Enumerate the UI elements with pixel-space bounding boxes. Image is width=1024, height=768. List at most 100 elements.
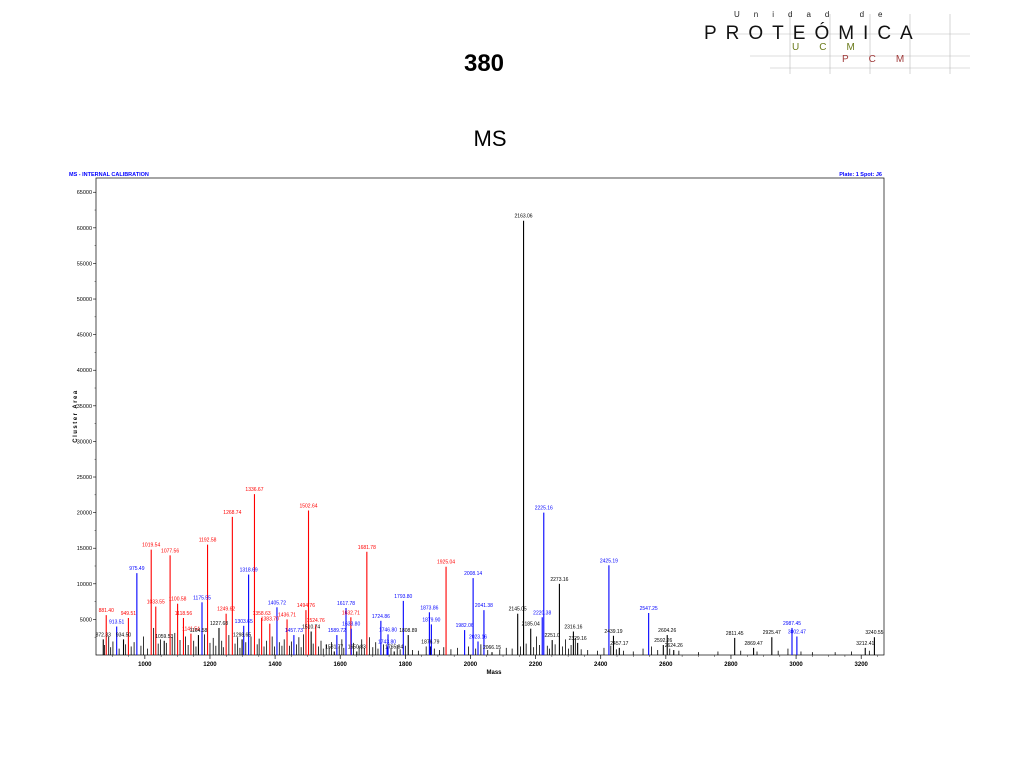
peak-label: 1358.63 <box>253 611 271 617</box>
peak-label: 2220.38 <box>533 610 551 616</box>
x-tick-label: 2800 <box>724 662 738 668</box>
peak-label: 1298.65 <box>233 632 251 638</box>
chart-title: MS - INTERNAL CALIBRATION <box>69 172 149 178</box>
peak-label: 2425.19 <box>600 558 618 564</box>
peak-label: 1164.58 <box>190 628 208 634</box>
peak-label: 1879.90 <box>422 617 440 623</box>
peak-label: 1268.74 <box>223 510 241 516</box>
y-tick-label: 60000 <box>77 226 92 232</box>
peak-label: 1925.04 <box>437 560 455 566</box>
y-tick-label: 40000 <box>77 368 92 374</box>
x-tick-label: 2200 <box>529 662 543 668</box>
peak-label: 1617.78 <box>337 601 355 607</box>
peak-label: 1724.86 <box>372 614 390 620</box>
peak-label: 2457.17 <box>610 641 628 647</box>
y-tick-label: 25000 <box>77 475 92 481</box>
peak-label: 2987.45 <box>783 621 801 627</box>
peak-label: 1192.58 <box>199 538 217 544</box>
x-tick-label: 2400 <box>594 662 608 668</box>
peak-label: 2624.26 <box>665 643 683 649</box>
peak-label: 1336.67 <box>245 487 263 493</box>
x-tick-label: 1200 <box>203 662 217 668</box>
x-axis-label: Mass <box>486 670 502 676</box>
peak-label: 1318.69 <box>240 568 258 574</box>
peak-label: 2439.19 <box>604 629 622 635</box>
peak-label: 2008.14 <box>464 571 482 577</box>
peak-label: 1494.76 <box>297 603 315 609</box>
peak-label: 2066.15 <box>483 645 501 651</box>
peak-label: 975.49 <box>129 566 145 572</box>
logo-ucm: UCM <box>792 42 875 53</box>
peak-label: 1457.73 <box>285 628 303 634</box>
peak-label: 1405.72 <box>268 600 286 606</box>
peak-label: 1033.55 <box>147 600 165 606</box>
peak-label: 2251.0 <box>545 633 561 639</box>
peak-label: 1303.65 <box>235 619 253 625</box>
peak-label: 1019.54 <box>142 543 160 549</box>
proteomica-logo: Unidad de PROTEÓMICA UCM PCM <box>700 6 990 76</box>
peak-labels-layer: 872.33 881.40 913.51 934.50 949.51 975.49 1019… <box>96 214 884 651</box>
peak-label: 1510.74 <box>302 625 320 631</box>
peak-label: 2869.47 <box>745 641 763 647</box>
peak-label: 2925.47 <box>763 630 781 636</box>
slide-subtitle: MS <box>473 126 507 151</box>
peak-label: 1502.64 <box>299 503 317 509</box>
peak-label: 1765.84 <box>385 644 403 650</box>
peak-label: 1524.76 <box>307 618 325 624</box>
peak-label: 1589.72 <box>328 628 346 634</box>
peak-label: 1249.62 <box>217 607 235 613</box>
logo-main-text: PROTEÓMICA <box>704 23 922 44</box>
x-tick-label: 3200 <box>855 662 869 668</box>
y-tick-label: 35000 <box>77 404 92 410</box>
peak-label: 2041.38 <box>475 603 493 609</box>
peak-label: 1982.06 <box>456 623 474 629</box>
peak-label: 2273.16 <box>550 577 568 583</box>
peak-label: 1743.80 <box>378 639 396 645</box>
peak-label: 3240.55 <box>865 630 883 636</box>
peak-label: 2225.16 <box>535 506 553 512</box>
peak-label: 934.50 <box>116 632 132 638</box>
peak-label: 913.51 <box>109 620 125 626</box>
y-tick-label: 55000 <box>77 261 92 267</box>
x-tick-label: 1000 <box>138 662 152 668</box>
peak-label: 3002.47 <box>788 629 806 635</box>
peak-label: 1746.80 <box>379 627 397 633</box>
peak-label: 1141.54 <box>182 627 200 633</box>
peak-label: 1808.89 <box>399 628 417 634</box>
peak-label: 2329.16 <box>569 636 587 642</box>
peak-label: 1650.83 <box>348 644 366 650</box>
x-tick-label: 2000 <box>464 662 478 668</box>
y-tick-label: 10000 <box>77 582 92 588</box>
peak-label: 1793.80 <box>394 594 412 600</box>
peak-label: 1633.80 <box>342 622 360 628</box>
peak-label: 1059.53 <box>155 634 173 640</box>
y-tick-label: 15000 <box>77 546 92 552</box>
y-tick-label: 50000 <box>77 297 92 303</box>
slide-number: 380 <box>463 50 505 77</box>
peak-label: 1227.68 <box>210 621 228 627</box>
peak-label: 2145.05 <box>509 607 527 613</box>
logo-grid-lines <box>730 14 970 74</box>
peak-label: 2023.16 <box>469 634 487 640</box>
peak-label: 1436.71 <box>278 612 296 618</box>
peak-label: 3212.41 <box>856 641 874 647</box>
peak-label: 2604.26 <box>658 628 676 634</box>
peak-label: 1581.77 <box>325 644 343 650</box>
peak-label: 2547.25 <box>640 606 658 612</box>
y-tick-label: 30000 <box>77 439 92 445</box>
peak-label: 1873.86 <box>420 605 438 611</box>
x-tick-label: 1800 <box>399 662 413 668</box>
logo-pcm: PCM <box>842 54 925 65</box>
logo-top-line: Unidad de <box>734 10 897 19</box>
peak-label: 1383.70 <box>261 617 279 623</box>
peak-label: 949.51 <box>121 611 137 617</box>
x-axis: 1000 1200 1400 1600 1800 2000 2200 2400 2600 2800… <box>112 655 878 668</box>
y-tick-label: 20000 <box>77 511 92 517</box>
peak-label: 2185.04 <box>522 622 540 628</box>
x-tick-label: 2600 <box>659 662 673 668</box>
mass-spectrum-chart: MS - INTERNAL CALIBRATION Plate: 1 Spot:… <box>69 172 885 676</box>
y-tick-label: 65000 <box>77 190 92 196</box>
peak-label: 1632.71 <box>342 610 360 616</box>
plot-frame <box>95 177 885 656</box>
y-tick-label: 5000 <box>80 617 92 623</box>
